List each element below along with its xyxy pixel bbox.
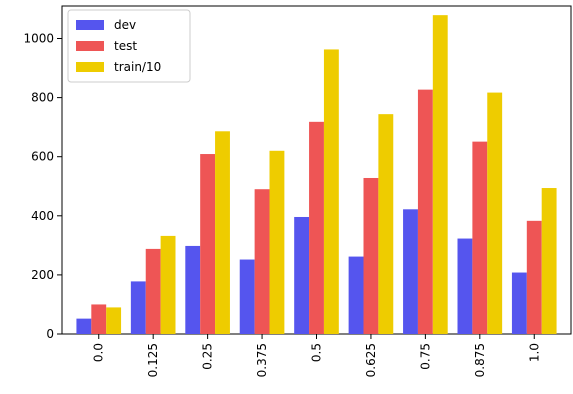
legend: dev test train/10 [67, 9, 191, 83]
bar-dev-0.125 [130, 281, 146, 334]
legend-swatch [76, 20, 104, 30]
y-tick-label: 600 [31, 150, 54, 164]
x-tick-label: 0.0 [92, 343, 106, 362]
bar-test-1.0 [526, 220, 542, 334]
bar-dev-0.25 [185, 245, 201, 334]
y-axis: 0 200 400 600 800 1000 [23, 32, 62, 341]
bar-train-10-0.25 [215, 131, 230, 334]
bar-test-0.5 [309, 121, 324, 334]
bar-dev-0.875 [457, 238, 473, 334]
y-tick-label: 200 [31, 268, 54, 282]
bar-train-10-0.75 [432, 15, 448, 334]
x-tick-label: 0.75 [418, 343, 432, 370]
y-tick-label: 400 [31, 209, 54, 223]
x-tick-label: 1.0 [527, 343, 541, 362]
x-tick-label: 0.5 [310, 343, 324, 362]
bars-group [76, 15, 557, 335]
x-tick-label: 0.375 [255, 343, 269, 377]
bar-dev-0.625 [348, 256, 364, 334]
x-tick-label: 0.875 [473, 343, 487, 377]
legend-label: test [114, 39, 137, 53]
x-tick-label: 0.25 [201, 343, 215, 370]
bar-train-10-0.625 [378, 114, 394, 335]
bar-dev-1.0 [511, 272, 527, 334]
y-tick-label: 0 [46, 327, 54, 341]
y-tick-label: 1000 [23, 32, 54, 46]
bar-train-10-0.125 [160, 235, 176, 334]
bar-dev-0.5 [294, 216, 310, 334]
legend-label: train/10 [114, 60, 161, 74]
y-tick-label: 800 [31, 91, 54, 105]
bar-test-0.875 [472, 141, 488, 334]
bar-test-0.75 [417, 89, 433, 334]
bar-dev-0.75 [403, 209, 418, 334]
bar-train-10-1.0 [541, 188, 557, 334]
bar-test-0.375 [254, 189, 270, 334]
bar-train-10-0.375 [269, 150, 285, 334]
bar-test-0.625 [363, 177, 379, 334]
legend-label: dev [114, 18, 136, 32]
bar-dev-0.0 [76, 318, 92, 334]
legend-swatch [76, 41, 104, 51]
bar-train-10-0.875 [487, 92, 503, 334]
bar-train-10-0.0 [106, 307, 122, 334]
bar-test-0.125 [145, 248, 161, 334]
bar-test-0.25 [200, 154, 216, 334]
bar-dev-0.375 [239, 259, 255, 334]
x-axis: 0.0 0.125 0.25 0.375 0.5 0.625 0.75 0.875 1.0 [92, 334, 541, 377]
legend-swatch [76, 62, 104, 72]
x-tick-label: 0.125 [146, 343, 160, 377]
bar-test-0.0 [91, 304, 107, 334]
bar-train-10-0.5 [323, 49, 339, 334]
x-tick-label: 0.625 [364, 343, 378, 377]
